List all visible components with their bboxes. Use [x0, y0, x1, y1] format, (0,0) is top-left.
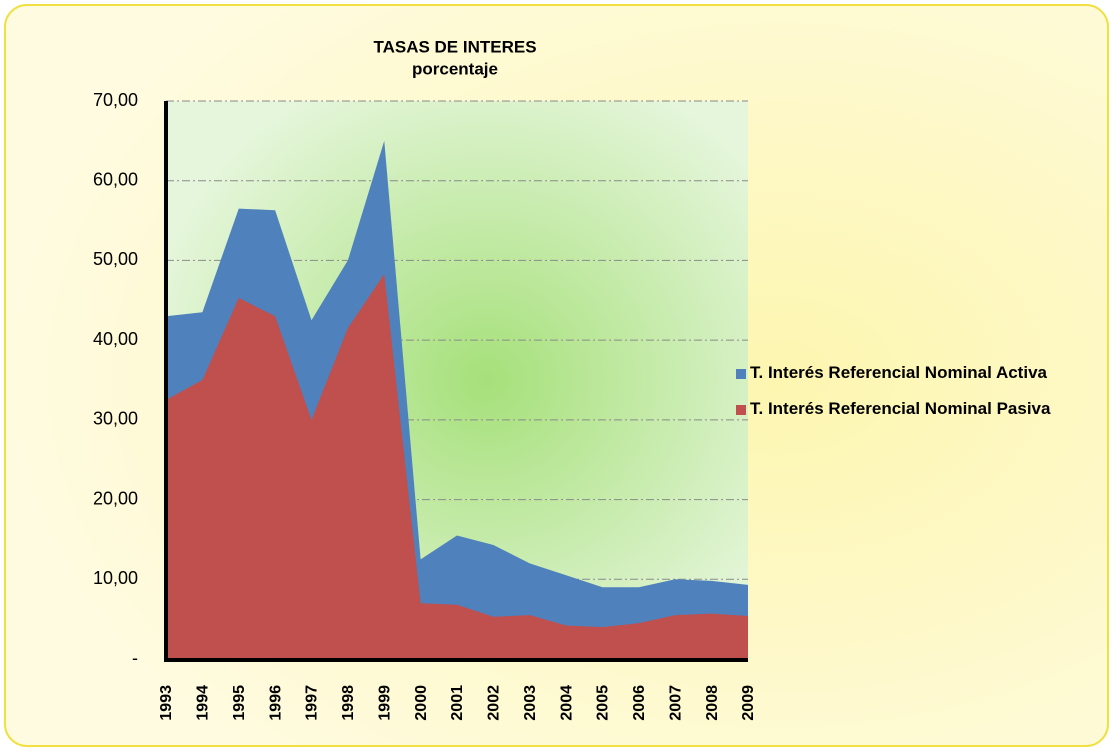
- x-tick-label: 2008: [704, 685, 721, 721]
- y-tick-label: 40,00: [93, 329, 138, 349]
- y-tick-label: 10,00: [93, 568, 138, 588]
- y-tick-label: 50,00: [93, 249, 138, 269]
- y-tick-label: 20,00: [93, 488, 138, 508]
- legend: T. Interés Referencial Nominal Activa T. …: [736, 362, 1071, 434]
- x-tick-label: 1996: [267, 685, 284, 721]
- x-tick-label: 2003: [522, 685, 539, 721]
- y-tick-label: 30,00: [93, 409, 138, 429]
- legend-label: T. Interés Referencial Nominal Pasiva: [750, 399, 1051, 418]
- chart-subtitle: porcentaje: [412, 59, 498, 78]
- x-tick-label: 2002: [486, 685, 503, 721]
- area: [166, 273, 748, 659]
- legend-swatch: [736, 369, 746, 379]
- x-tick-label: 2005: [595, 685, 612, 721]
- x-tick-label: 1997: [304, 685, 321, 721]
- x-tick-label: 2007: [667, 685, 684, 721]
- x-tick-label: 2009: [740, 685, 757, 721]
- y-tick-label: 60,00: [93, 169, 138, 189]
- x-tick-label: 1993: [158, 685, 175, 721]
- x-tick-label: 1994: [195, 685, 212, 721]
- legend-item: T. Interés Referencial Nominal Activa: [736, 362, 1071, 384]
- chart-title: TASAS DE INTERES: [373, 37, 536, 56]
- legend-item: T. Interés Referencial Nominal Pasiva: [736, 398, 1071, 420]
- y-tick-label: 70,00: [93, 90, 138, 110]
- x-tick-label: 2004: [558, 685, 575, 721]
- y-tick-label: -: [132, 648, 138, 668]
- x-tick-label: 2001: [449, 685, 466, 721]
- legend-swatch: [736, 405, 746, 415]
- x-tick-label: 2000: [413, 685, 430, 721]
- x-tick-label: 1998: [340, 685, 357, 721]
- x-tick-label: 1995: [231, 685, 248, 721]
- x-tick-label: 2006: [631, 685, 648, 721]
- x-tick-label: 1999: [376, 685, 393, 721]
- legend-label: T. Interés Referencial Nominal Activa: [750, 363, 1047, 382]
